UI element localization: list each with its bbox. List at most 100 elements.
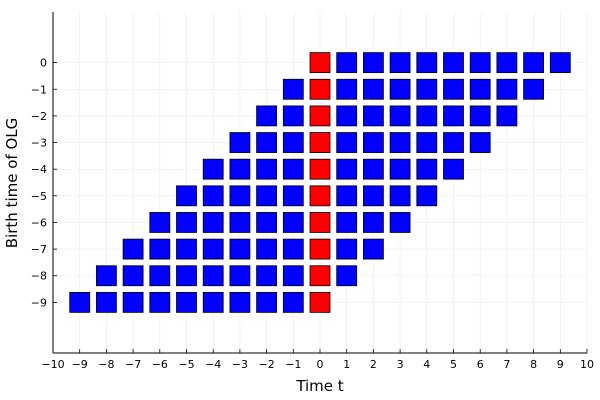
cell	[389, 52, 411, 74]
cell	[256, 212, 278, 233]
cell	[336, 238, 358, 260]
cell	[523, 52, 544, 74]
y-tick-label: −2	[31, 110, 47, 123]
x-tick-label: 4	[423, 358, 430, 371]
cell	[443, 105, 464, 127]
cell	[362, 238, 384, 260]
cell	[122, 291, 144, 313]
x-tick-label: 9	[557, 358, 564, 371]
current-cell	[309, 212, 331, 233]
cell	[336, 185, 358, 207]
cell	[202, 238, 224, 260]
cell	[122, 238, 144, 260]
cell	[336, 158, 358, 180]
y-tick-label: −4	[31, 163, 47, 176]
current-cell	[309, 185, 331, 207]
cell	[202, 291, 224, 313]
cell	[229, 212, 251, 233]
x-tick-label: −6	[152, 358, 168, 371]
cell	[149, 238, 171, 260]
y-axis-label: Birth time of OLG	[3, 118, 21, 248]
cell	[416, 185, 438, 207]
cell	[362, 185, 384, 207]
x-tick-label: −3	[232, 358, 248, 371]
cell	[389, 212, 411, 233]
cell	[389, 105, 411, 127]
cell	[256, 265, 278, 287]
cell	[443, 78, 464, 100]
current-cell	[309, 52, 331, 74]
cell	[362, 132, 384, 153]
cell	[416, 158, 438, 180]
cell	[202, 185, 224, 207]
cell	[96, 265, 117, 287]
x-tick-label: −1	[285, 358, 301, 371]
cell	[229, 132, 251, 153]
cell	[336, 132, 358, 153]
x-tick-label: −10	[41, 358, 64, 371]
cell	[256, 291, 278, 313]
cell	[282, 238, 304, 260]
current-cell	[309, 105, 331, 127]
cell	[362, 52, 384, 74]
cell	[122, 265, 144, 287]
cell	[256, 185, 278, 207]
x-tick-label: 8	[530, 358, 537, 371]
x-tick-label: 1	[343, 358, 350, 371]
cell	[282, 265, 304, 287]
ticks: −10 −9 −8 −7 −6 −5 −4 −3 −2 −1 0 1 2 3 4 5 6 7 8 9 10−9−8−7−…	[31, 57, 594, 371]
y-tick-label: −3	[31, 137, 47, 150]
cell	[496, 52, 518, 74]
cell	[69, 291, 91, 313]
cell	[176, 265, 197, 287]
cell	[362, 158, 384, 180]
cell	[202, 158, 224, 180]
cell	[256, 105, 278, 127]
y-tick-label: −8	[31, 270, 47, 283]
current-cell	[309, 238, 331, 260]
cell	[282, 78, 304, 100]
cell	[149, 265, 171, 287]
cell	[443, 158, 464, 180]
current-cell	[309, 291, 331, 313]
cell	[176, 238, 197, 260]
cell	[362, 78, 384, 100]
cell	[469, 78, 491, 100]
cells	[69, 52, 571, 313]
cell	[496, 78, 518, 100]
cell	[443, 52, 464, 74]
cell	[149, 212, 171, 233]
cell	[362, 105, 384, 127]
cell	[336, 265, 358, 287]
cell	[229, 158, 251, 180]
cell	[149, 291, 171, 313]
cell	[229, 185, 251, 207]
y-tick-label: 0	[40, 57, 47, 70]
cell	[202, 265, 224, 287]
x-tick-label: −2	[258, 358, 274, 371]
cell	[256, 238, 278, 260]
cell	[389, 132, 411, 153]
x-tick-label: −8	[98, 358, 114, 371]
cell	[389, 78, 411, 100]
cell	[229, 291, 251, 313]
cell	[362, 212, 384, 233]
cell	[229, 265, 251, 287]
x-tick-label: 0	[317, 358, 324, 371]
current-cell	[309, 78, 331, 100]
cell	[282, 185, 304, 207]
y-tick-label: −6	[31, 216, 47, 229]
cell	[523, 78, 544, 100]
y-tick-label: −9	[31, 296, 47, 309]
cell	[336, 52, 358, 74]
x-tick-label: 7	[503, 358, 510, 371]
cell	[336, 78, 358, 100]
cell	[389, 185, 411, 207]
cell	[282, 158, 304, 180]
cell	[256, 132, 278, 153]
cell	[176, 212, 197, 233]
x-tick-label: 10	[580, 358, 594, 371]
y-tick-label: −7	[31, 243, 47, 256]
cell	[176, 185, 197, 207]
cell	[416, 78, 438, 100]
